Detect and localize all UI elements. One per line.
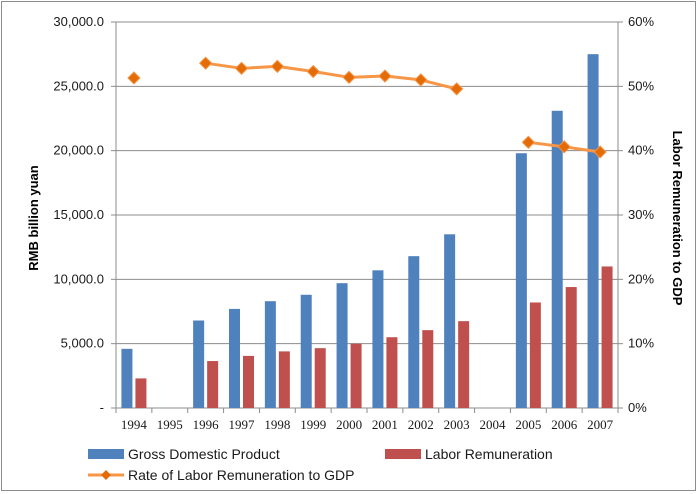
labor-bar [422, 330, 434, 408]
labor-bar [386, 337, 398, 408]
x-tick-label: 1994 [121, 417, 148, 432]
y-right-tick-label: 50% [628, 78, 654, 93]
x-tick-label: 2003 [444, 417, 470, 432]
x-tick-label: 1996 [193, 417, 220, 432]
y-axis-left-title: RMB billion yuan [26, 165, 41, 271]
legend-labor-label: Labor Remuneration [425, 446, 553, 462]
rate-marker [378, 69, 392, 83]
rate-marker [270, 59, 285, 74]
x-tick-label: 1995 [157, 417, 183, 432]
y-left-tick-label: - [100, 400, 104, 415]
x-tick-label: 2006 [551, 417, 578, 432]
legend-rate-marker [101, 470, 111, 480]
rate-marker [593, 145, 607, 159]
labor-bar [565, 287, 577, 408]
rate-marker [521, 135, 536, 150]
rate-marker [449, 82, 464, 96]
rate-marker [306, 64, 320, 79]
y-left-tick-label: 25,000.0 [53, 78, 104, 93]
rate-marker [127, 71, 141, 85]
labor-bar [601, 266, 613, 408]
y-axis-right-title: Labor Remuneration to GDP [670, 131, 685, 306]
rate-marker [557, 140, 571, 154]
gdp-bar [229, 308, 240, 408]
gdp-bar [444, 234, 456, 408]
legend-rate-label: Rate of Labor Remuneration to GDP [128, 467, 354, 483]
y-right-tick-label: 10% [628, 336, 654, 351]
x-tick-label: 1998 [264, 417, 290, 432]
gdp-bar [264, 301, 276, 408]
x-tick-label: 2002 [408, 417, 434, 432]
labor-bar [314, 348, 326, 408]
gdp-bar [336, 283, 348, 408]
axes [111, 21, 623, 413]
bars [121, 54, 613, 409]
rate-line [127, 56, 607, 159]
x-tick-label: 1999 [300, 417, 326, 432]
x-tick-label: 2007 [587, 417, 614, 432]
gdp-bar [587, 54, 599, 409]
y-left-tick-label: 10,000.0 [53, 271, 104, 286]
labor-bar [278, 351, 290, 408]
labor-bar [135, 378, 147, 408]
legend: Gross Domestic Product Labor Remuneration… [88, 446, 553, 483]
y-left-tick-label: 30,000.0 [53, 14, 104, 29]
labor-bar [243, 355, 254, 408]
gdp-bar [121, 348, 133, 408]
x-tick-label: 2000 [336, 417, 362, 432]
y-left-tick-label: 15,000.0 [53, 207, 104, 222]
gridlines [116, 21, 618, 345]
y-right-tick-label: 40% [628, 143, 654, 158]
labor-bar [207, 361, 219, 408]
x-tick-label: 2004 [480, 417, 507, 432]
gdp-bar [515, 153, 527, 408]
gdp-bar [193, 320, 205, 408]
legend-gdp-swatch [88, 449, 124, 459]
rate-marker [414, 73, 428, 87]
x-tick-label: 2001 [372, 417, 398, 432]
y-right-tick-label: 30% [628, 207, 654, 222]
x-tick-label: 2005 [515, 417, 541, 432]
labor-bar [458, 321, 470, 408]
legend-labor-swatch [385, 449, 421, 459]
rate-marker [198, 56, 213, 70]
gdp-bar [300, 294, 312, 408]
x-tick-label: 1997 [229, 417, 256, 432]
y-left-tick-label: 5,000.0 [61, 336, 104, 351]
gdp-bar [551, 110, 563, 408]
gdp-bar [408, 256, 420, 408]
y-right-tick-label: 60% [628, 14, 654, 29]
gdp-bar [372, 270, 384, 408]
rate-marker [342, 70, 356, 85]
y-left-tick-label: 20,000.0 [53, 143, 104, 158]
y-right-tick-label: 0% [628, 400, 647, 415]
labor-bar [529, 302, 541, 408]
legend-gdp-label: Gross Domestic Product [128, 446, 280, 462]
tick-labels: - 0% 5,000.0 10% 10,000.0 20% 15,000.0 30% 20,00… [53, 14, 654, 432]
labor-bar [350, 343, 362, 408]
rate-marker [234, 61, 249, 76]
y-right-tick-label: 20% [628, 271, 654, 286]
